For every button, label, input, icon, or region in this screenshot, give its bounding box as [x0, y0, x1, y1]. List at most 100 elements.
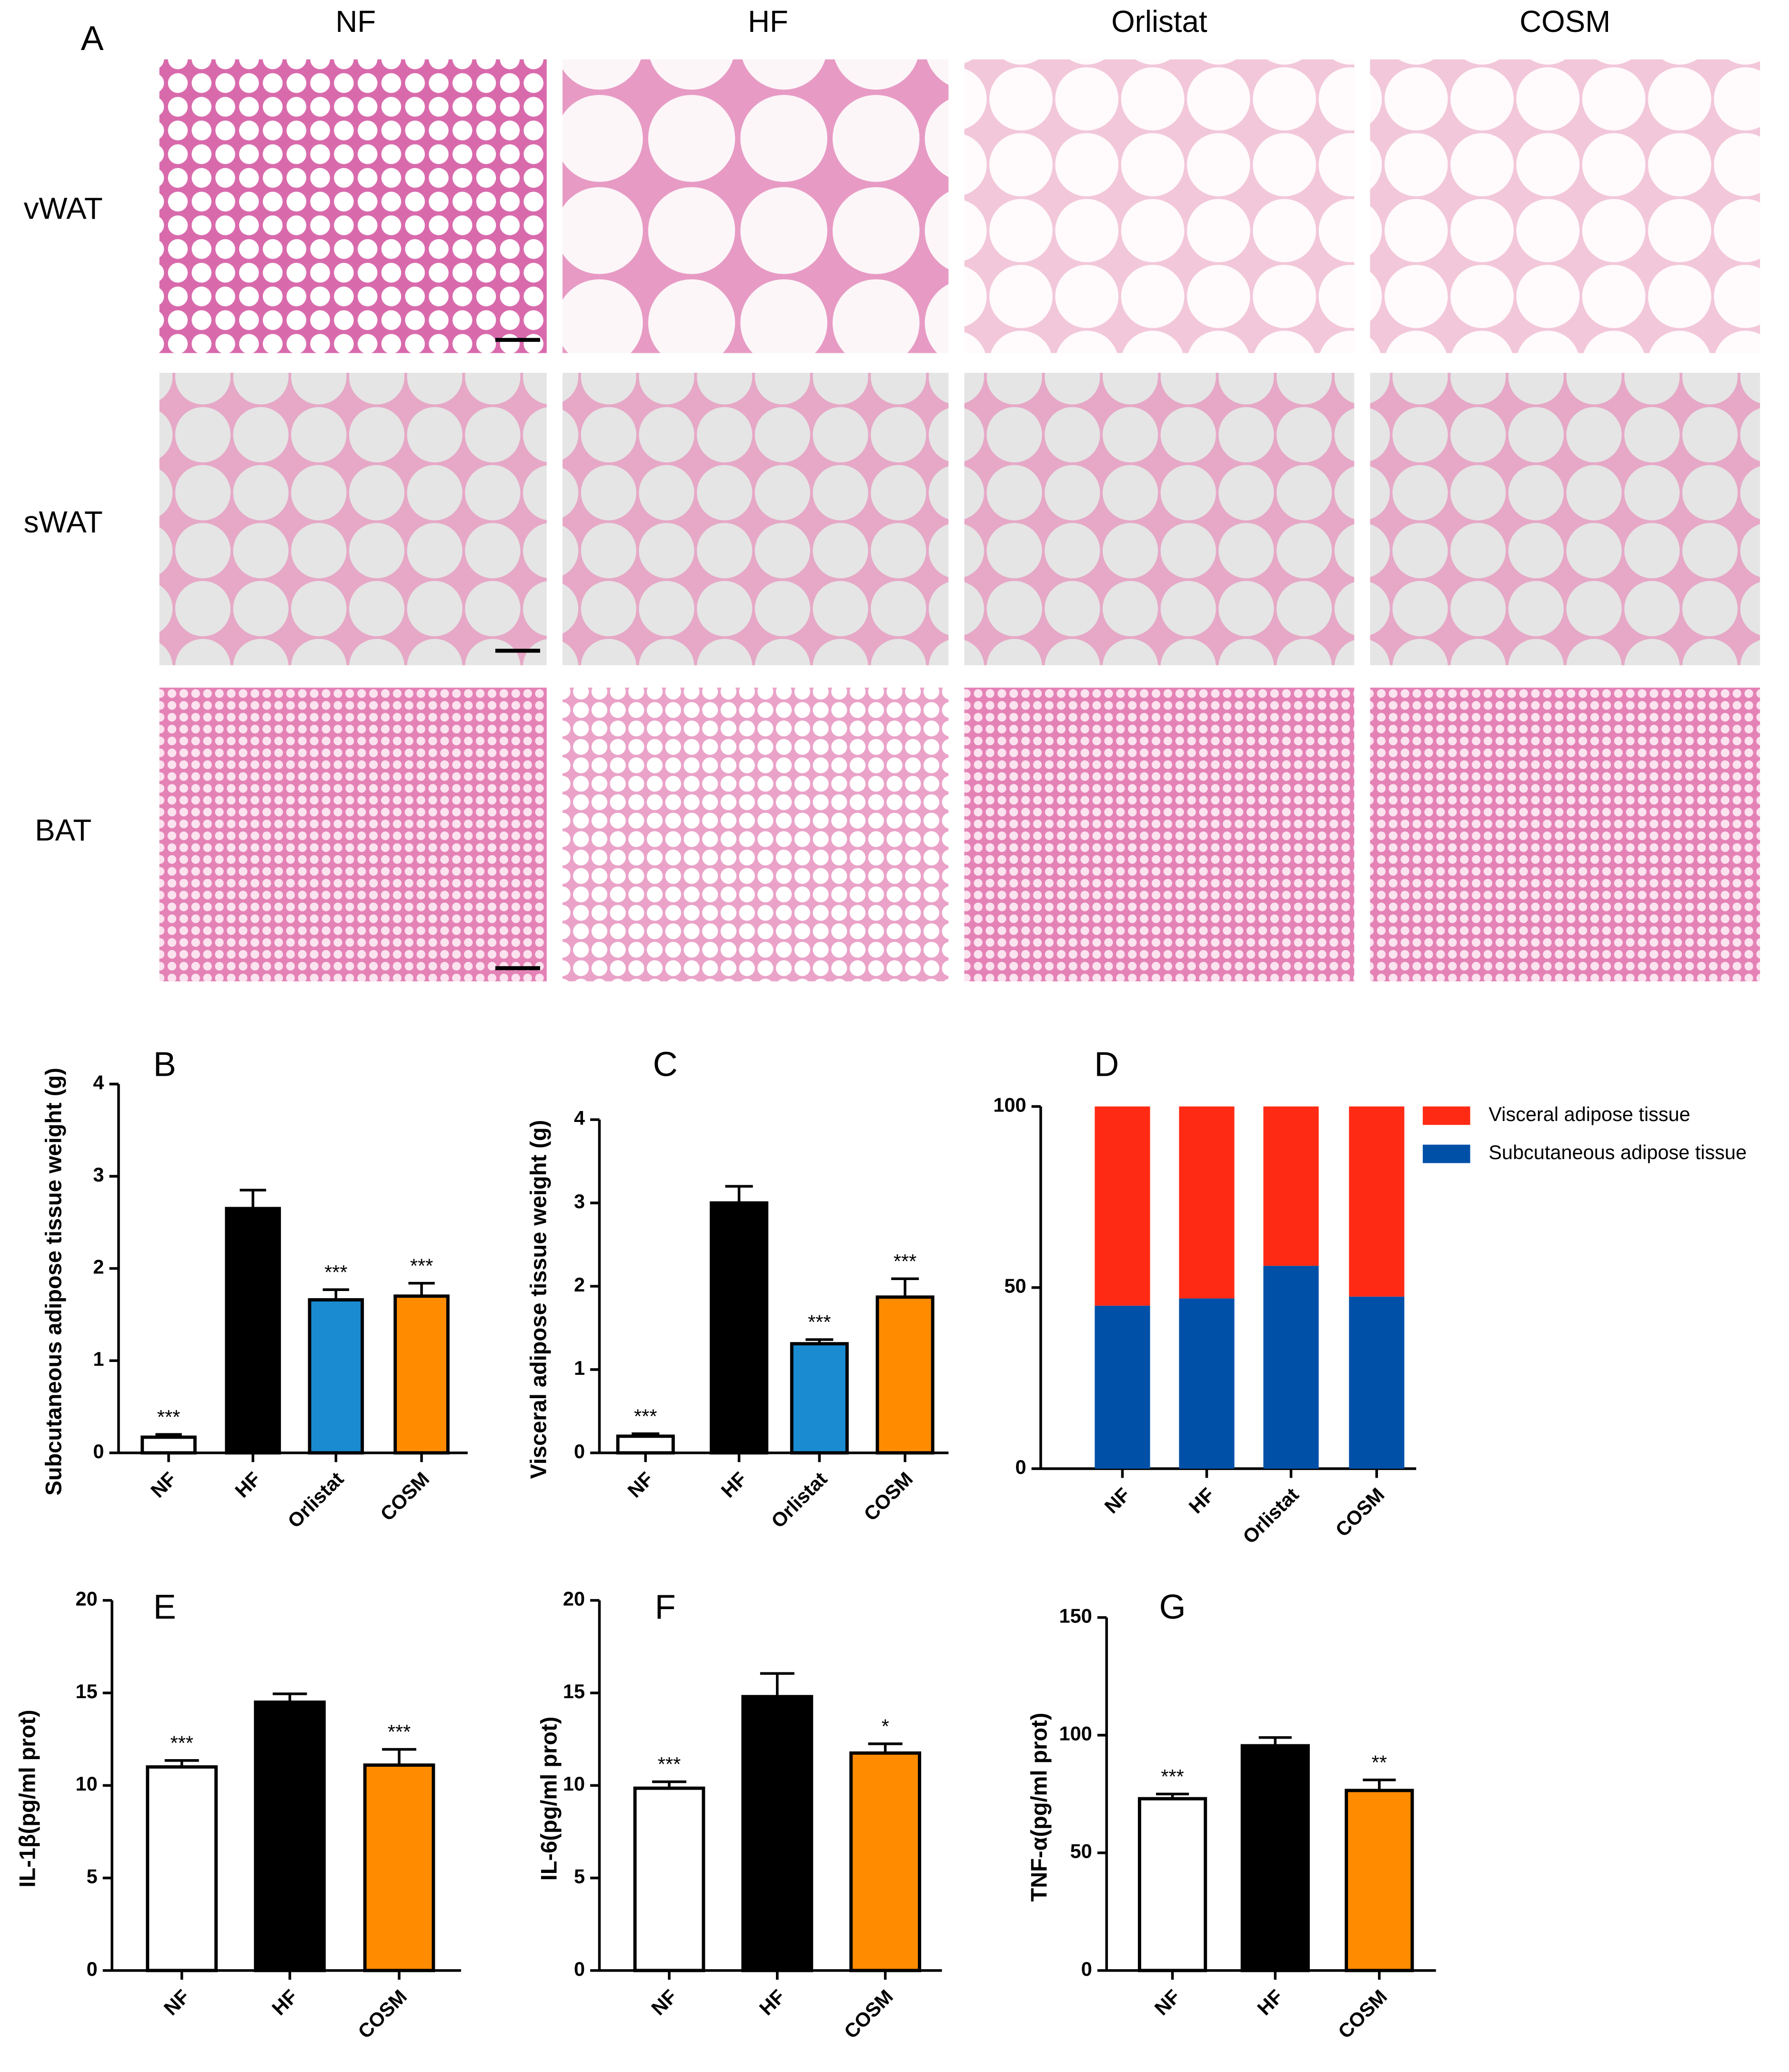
x-tick-label: NF — [160, 1985, 194, 2020]
x-tick-label: NF — [623, 1468, 657, 1502]
micrograph — [563, 59, 949, 353]
bar-segment — [1095, 1305, 1150, 1469]
y-tick-label: 4 — [93, 1071, 104, 1093]
bar-segment — [1179, 1106, 1235, 1299]
bar — [790, 1342, 849, 1455]
x-tick-label: COSM — [376, 1468, 433, 1525]
y-tick-label: 4 — [574, 1107, 585, 1129]
row-label: BAT — [35, 813, 91, 847]
y-tick-label: 0 — [87, 1958, 98, 1980]
bar — [1137, 1797, 1207, 1972]
x-tick-label: HF — [231, 1468, 265, 1502]
x-tick-label: COSM — [1334, 1985, 1391, 2043]
legend-label: Subcutaneous adipose tissue — [1488, 1141, 1747, 1163]
bar — [308, 1298, 364, 1455]
y-tick-label: 10 — [76, 1772, 98, 1795]
bar — [225, 1207, 281, 1455]
micrograph — [964, 372, 1355, 665]
significance-label: *** — [808, 1311, 831, 1333]
significance-label: ** — [1372, 1751, 1387, 1773]
x-tick-label: COSM — [353, 1985, 411, 2043]
bar — [1240, 1744, 1310, 1972]
x-tick-label: NF — [1100, 1483, 1134, 1518]
significance-label: *** — [388, 1721, 411, 1743]
x-tick-label: COSM — [840, 1985, 897, 2043]
y-tick-label: 0 — [1081, 1958, 1092, 1980]
micrograph — [964, 59, 1355, 353]
y-tick-label: 1 — [93, 1348, 104, 1370]
significance-label: *** — [894, 1250, 916, 1272]
x-tick-label: HF — [1253, 1985, 1287, 2020]
column-header: NF — [335, 5, 376, 39]
bar-segment — [1095, 1106, 1150, 1306]
micrograph — [1370, 372, 1760, 665]
y-tick-label: 2 — [93, 1256, 104, 1278]
micrograph — [964, 687, 1355, 981]
micrograph — [563, 687, 949, 981]
panel-letter: A — [81, 20, 104, 58]
y-tick-label: 3 — [574, 1190, 585, 1212]
row-label: sWAT — [24, 505, 103, 539]
significance-label: *** — [157, 1406, 180, 1428]
legend-swatch — [1423, 1106, 1470, 1125]
y-axis-label: IL-6(pg/ml prot) — [536, 1717, 562, 1881]
panel-letter: B — [153, 1045, 176, 1083]
bar — [633, 1786, 705, 1972]
y-tick-label: 0 — [93, 1440, 104, 1462]
x-tick-label: HF — [755, 1985, 789, 2020]
x-tick-label: COSM — [1331, 1483, 1388, 1541]
significance-label: *** — [324, 1261, 347, 1283]
x-tick-label: NF — [146, 1468, 181, 1502]
panel-letter: F — [655, 1588, 676, 1626]
bar — [849, 1751, 922, 1972]
x-tick-label: Orlistat — [283, 1467, 348, 1532]
row-label: vWAT — [24, 192, 103, 226]
panel-letter: G — [1159, 1588, 1186, 1626]
y-tick-label: 3 — [93, 1163, 104, 1186]
bar — [141, 1435, 197, 1455]
bar — [393, 1294, 450, 1455]
x-tick-label: COSM — [859, 1468, 917, 1525]
y-tick-label: 20 — [563, 1588, 585, 1610]
y-tick-label: 100 — [993, 1093, 1026, 1116]
y-tick-label: 20 — [76, 1588, 98, 1610]
x-tick-label: HF — [716, 1468, 751, 1502]
histology-panel: A NF HF Orlistat COSM vWAT sWAT BAT — [24, 5, 1760, 981]
column-header: Orlistat — [1111, 5, 1207, 39]
y-tick-label: 5 — [87, 1865, 98, 1888]
bar-segment — [1179, 1298, 1235, 1469]
bar-segment — [1263, 1266, 1319, 1469]
x-tick-label: Orlistat — [767, 1467, 832, 1532]
panel-letter: C — [653, 1045, 678, 1083]
column-header: COSM — [1519, 5, 1610, 39]
y-tick-label: 0 — [1015, 1456, 1026, 1478]
significance-label: *** — [170, 1732, 193, 1754]
bar — [146, 1765, 218, 1972]
bar — [363, 1763, 435, 1972]
bar-segment — [1349, 1296, 1405, 1469]
y-axis-label: IL-1β(pg/ml prot) — [14, 1710, 40, 1887]
significance-label: *** — [634, 1405, 657, 1427]
bar — [1345, 1789, 1414, 1972]
y-tick-label: 5 — [574, 1865, 585, 1888]
y-tick-label: 1 — [574, 1357, 585, 1379]
bar — [875, 1295, 935, 1455]
legend-label: Visceral adipose tissue — [1488, 1103, 1690, 1125]
x-tick-label: NF — [1150, 1985, 1184, 2020]
y-tick-label: 50 — [1004, 1275, 1026, 1297]
bar — [254, 1700, 326, 1972]
micrograph — [159, 59, 547, 353]
micrograph — [159, 372, 547, 665]
significance-label: *** — [410, 1254, 433, 1277]
significance-label: * — [882, 1715, 889, 1738]
x-tick-label: HF — [267, 1985, 302, 2020]
y-tick-label: 15 — [76, 1680, 98, 1702]
y-tick-label: 100 — [1059, 1722, 1092, 1745]
y-axis-label: Visceral adipose tissue weight (g) — [525, 1120, 551, 1479]
x-tick-label: Orlistat — [1238, 1483, 1303, 1548]
y-tick-label: 50 — [1070, 1840, 1092, 1862]
micrograph — [563, 372, 949, 665]
significance-label: *** — [1161, 1765, 1184, 1788]
micrograph — [1370, 59, 1760, 353]
